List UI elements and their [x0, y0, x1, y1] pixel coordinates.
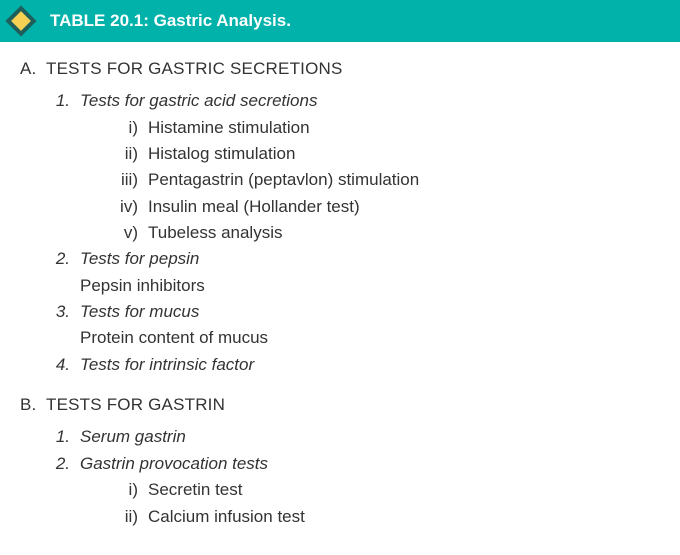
b2-ii: ii) Calcium infusion test	[114, 504, 660, 530]
diamond-icon	[10, 10, 32, 32]
a1-i-txt: Histamine stimulation	[148, 115, 310, 141]
section-a-letter: A.	[20, 56, 46, 82]
a1-v: v) Tubeless analysis	[114, 220, 660, 246]
item-b2-num: 2.	[50, 451, 80, 477]
item-a1-sublist: i) Histamine stimulation ii) Histalog st…	[114, 115, 660, 247]
b2-i-txt: Secretin test	[148, 477, 243, 503]
item-a2-title: Tests for pepsin	[80, 246, 199, 272]
item-b1-num: 1.	[50, 424, 80, 450]
item-a4-num: 4.	[50, 352, 80, 378]
item-b2-title: Gastrin provocation tests	[80, 451, 268, 477]
a1-ii-txt: Histalog stimulation	[148, 141, 295, 167]
b2-i: i) Secretin test	[114, 477, 660, 503]
a1-ii: ii) Histalog stimulation	[114, 141, 660, 167]
table-body: A. TESTS FOR GASTRIC SECRETIONS 1. Tests…	[0, 42, 680, 530]
item-a2-plain: Pepsin inhibitors	[80, 273, 660, 299]
section-b-items: 1. Serum gastrin 2. Gastrin provocation …	[50, 424, 660, 529]
table-header: TABLE 20.1: Gastric Analysis.	[0, 0, 680, 42]
item-b1: 1. Serum gastrin	[50, 424, 660, 450]
item-a3: 3. Tests for mucus	[50, 299, 660, 325]
a1-i-rn: i)	[114, 115, 148, 141]
a1-iii-rn: iii)	[114, 167, 148, 193]
a1-i: i) Histamine stimulation	[114, 115, 660, 141]
a1-v-txt: Tubeless analysis	[148, 220, 283, 246]
item-a4-title: Tests for intrinsic factor	[80, 352, 254, 378]
item-a3-plain: Protein content of mucus	[80, 325, 660, 351]
item-a3-num: 3.	[50, 299, 80, 325]
section-a-heading: A. TESTS FOR GASTRIC SECRETIONS	[20, 56, 660, 82]
b2-i-rn: i)	[114, 477, 148, 503]
item-a1: 1. Tests for gastric acid secretions	[50, 88, 660, 114]
item-a2: 2. Tests for pepsin	[50, 246, 660, 272]
b2-ii-rn: ii)	[114, 504, 148, 530]
item-a1-num: 1.	[50, 88, 80, 114]
a1-iv-rn: iv)	[114, 194, 148, 220]
item-b2-sublist: i) Secretin test ii) Calcium infusion te…	[114, 477, 660, 530]
item-a4: 4. Tests for intrinsic factor	[50, 352, 660, 378]
section-a-items: 1. Tests for gastric acid secretions i) …	[50, 88, 660, 378]
section-b-heading: B. TESTS FOR GASTRIN	[20, 392, 660, 418]
b2-ii-txt: Calcium infusion test	[148, 504, 305, 530]
a1-ii-rn: ii)	[114, 141, 148, 167]
a1-iii-txt: Pentagastrin (peptavlon) stimulation	[148, 167, 419, 193]
item-a2-num: 2.	[50, 246, 80, 272]
a1-iii: iii) Pentagastrin (peptavlon) stimulatio…	[114, 167, 660, 193]
section-b-title: TESTS FOR GASTRIN	[46, 392, 225, 418]
item-b1-title: Serum gastrin	[80, 424, 186, 450]
item-b2: 2. Gastrin provocation tests	[50, 451, 660, 477]
a1-iv-txt: Insulin meal (Hollander test)	[148, 194, 360, 220]
section-a-title: TESTS FOR GASTRIC SECRETIONS	[46, 56, 343, 82]
section-b-letter: B.	[20, 392, 46, 418]
a1-iv: iv) Insulin meal (Hollander test)	[114, 194, 660, 220]
a1-v-rn: v)	[114, 220, 148, 246]
item-a3-title: Tests for mucus	[80, 299, 199, 325]
table-title: TABLE 20.1: Gastric Analysis.	[50, 11, 291, 31]
item-a1-title: Tests for gastric acid secretions	[80, 88, 317, 114]
